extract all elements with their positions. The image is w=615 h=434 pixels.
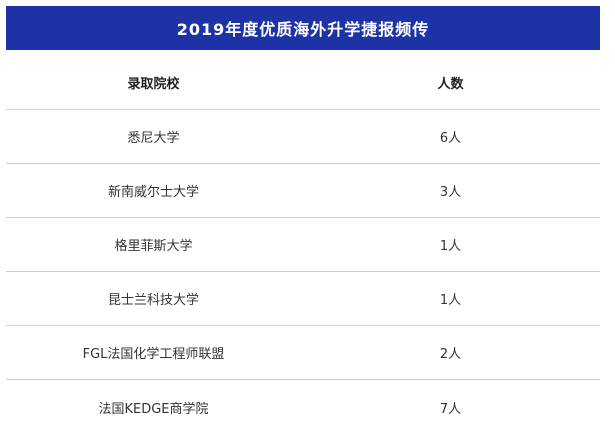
table-row: 格里菲斯大学 1人 bbox=[6, 218, 600, 272]
table-row: 昆士兰科技大学 1人 bbox=[6, 272, 600, 326]
banner-title-text: 2019年度优质海外升学捷报频传 bbox=[176, 20, 430, 39]
table-row: 新南威尔士大学 3人 bbox=[6, 164, 600, 218]
admit-count: 1人 bbox=[439, 293, 462, 308]
table-row: 悉尼大学 6人 bbox=[6, 110, 600, 164]
table-row: 法国KEDGE商学院 7人 bbox=[6, 380, 600, 434]
school-name: 法国KEDGE商学院 bbox=[98, 401, 209, 417]
school-name: 新南威尔士大学 bbox=[107, 185, 199, 200]
admissions-table: 录取院校 人数 悉尼大学 6人 新南威尔士大学 3人 格里菲斯大学 1人 昆士兰… bbox=[6, 56, 600, 434]
admit-count: 7人 bbox=[439, 401, 462, 417]
admit-count: 1人 bbox=[439, 239, 462, 254]
header-count: 人数 bbox=[437, 77, 464, 92]
table-row: FGL法国化学工程师联盟 2人 bbox=[6, 326, 600, 380]
banner-title: 2019年度优质海外升学捷报频传 bbox=[6, 6, 600, 50]
header-school: 录取院校 bbox=[127, 77, 180, 92]
school-name: 昆士兰科技大学 bbox=[107, 293, 199, 308]
table-header-row: 录取院校 人数 bbox=[6, 56, 600, 110]
school-name: FGL法国化学工程师联盟 bbox=[82, 347, 225, 362]
school-name: 悉尼大学 bbox=[127, 131, 180, 146]
admit-count: 6人 bbox=[439, 131, 462, 146]
admit-count: 2人 bbox=[439, 347, 462, 362]
admit-count: 3人 bbox=[439, 185, 462, 200]
school-name: 格里菲斯大学 bbox=[114, 239, 193, 254]
